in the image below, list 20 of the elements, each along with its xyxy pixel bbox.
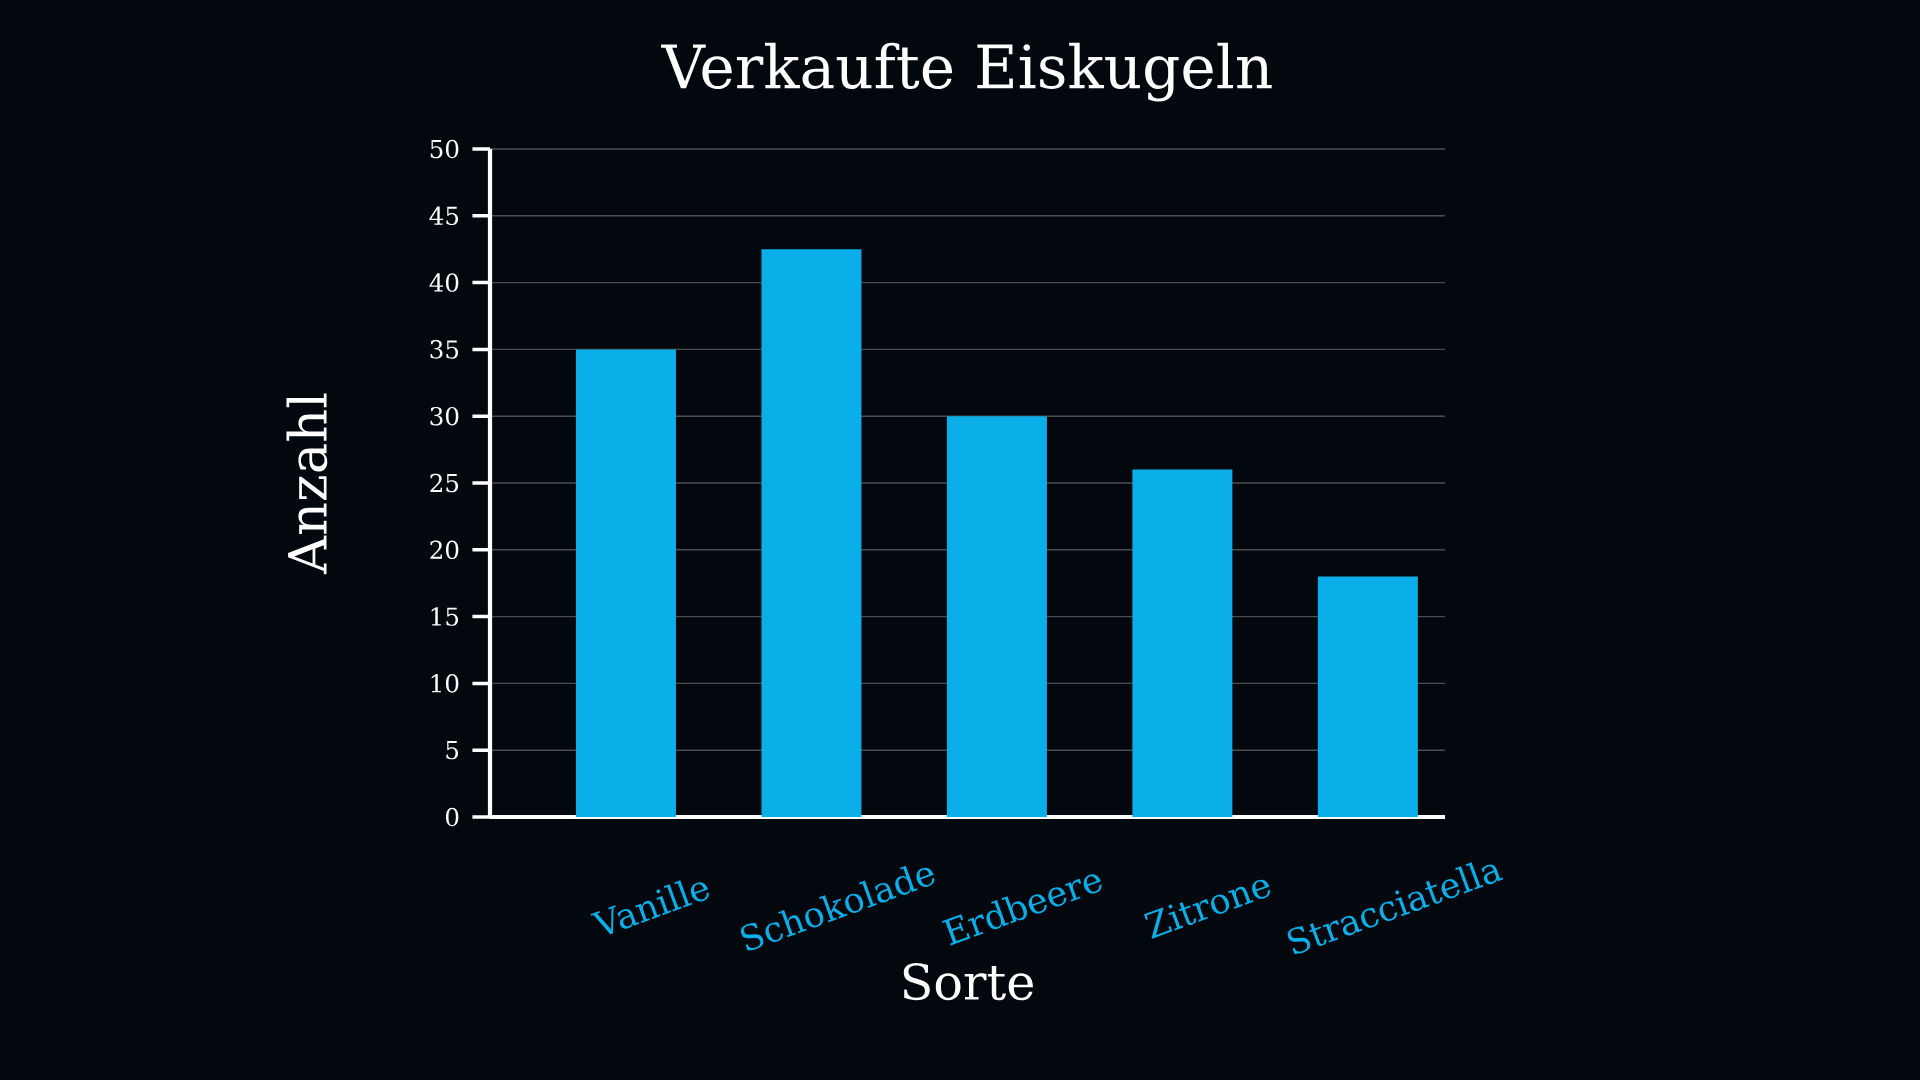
x-axis-title: Sorte [903, 962, 1033, 1001]
bar [1317, 576, 1418, 817]
y-tick-label: 15 [431, 607, 459, 626]
bar [1132, 469, 1233, 817]
bar [946, 416, 1047, 817]
y-tick-label: 35 [430, 340, 459, 359]
x-tick-label: Vanille [590, 880, 709, 935]
y-tick-label: 50 [430, 139, 459, 159]
y-tick-label: 45 [429, 206, 459, 226]
bar [575, 349, 676, 817]
bar [761, 249, 862, 817]
y-tick-label: 10 [431, 674, 459, 693]
y-tick-label: 25 [430, 473, 459, 493]
y-tick-label: 0 [445, 807, 459, 827]
y-tick-label: 5 [446, 741, 459, 760]
y-tick-label: 40 [429, 273, 459, 292]
y-tick-label: 30 [430, 406, 459, 426]
y-tick-label: 20 [430, 540, 459, 560]
chart-title: Verkaufte Eiskugeln [661, 42, 1272, 102]
y-axis-title: Anzahl [286, 393, 328, 575]
